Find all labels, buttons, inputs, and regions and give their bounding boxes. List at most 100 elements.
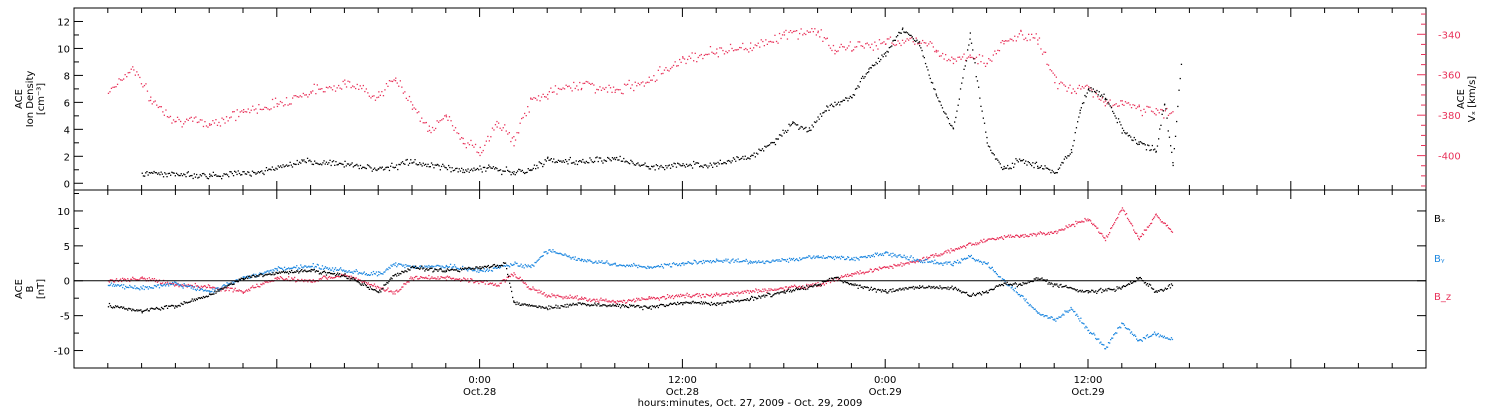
data-point [882, 266, 885, 268]
data-point [730, 162, 732, 164]
data-point [494, 266, 497, 269]
data-point [562, 305, 564, 308]
data-point [1169, 287, 1172, 289]
data-point [1150, 335, 1153, 337]
data-point [262, 275, 264, 278]
data-point [116, 83, 119, 85]
data-point [802, 257, 804, 259]
data-point [722, 261, 724, 263]
data-point [728, 261, 730, 263]
data-point [1081, 102, 1084, 105]
data-point [239, 290, 241, 292]
data-point [769, 289, 771, 292]
data-point [519, 265, 521, 267]
data-point [269, 273, 271, 275]
data-point [932, 260, 934, 263]
data-point [1113, 223, 1115, 225]
data-point [591, 161, 593, 163]
data-point [413, 265, 415, 267]
data-point [612, 86, 615, 88]
data-point [511, 274, 513, 276]
data-point [883, 252, 886, 254]
data-point [939, 262, 941, 265]
data-point [428, 125, 430, 127]
data-point [1162, 336, 1164, 339]
data-point [1098, 338, 1100, 340]
data-point [340, 276, 342, 278]
data-point [764, 262, 766, 265]
data-point [436, 264, 438, 267]
data-point [979, 241, 981, 244]
data-point [1100, 341, 1102, 343]
data-point [648, 306, 650, 308]
data-point [393, 79, 395, 81]
data-point [891, 291, 893, 293]
data-point [496, 126, 498, 128]
data-point [679, 164, 681, 166]
data-point [132, 287, 134, 289]
data-point [499, 127, 501, 129]
data-point [259, 108, 261, 110]
data-point [381, 166, 383, 168]
data-point [780, 37, 782, 40]
data-point [826, 280, 828, 282]
data-point [477, 280, 479, 283]
data-point [694, 260, 696, 262]
data-point [465, 267, 467, 269]
data-point [399, 80, 401, 82]
data-point [938, 254, 940, 256]
data-point [981, 240, 983, 242]
data-point [1137, 235, 1139, 237]
data-point [687, 261, 689, 263]
data-point [229, 287, 231, 289]
data-point [496, 264, 499, 266]
data-point [1152, 288, 1155, 290]
data-point [811, 284, 813, 286]
data-point [1010, 287, 1012, 289]
data-point [901, 288, 903, 291]
data-point [1040, 314, 1042, 316]
data-point [634, 264, 636, 266]
data-point [933, 88, 935, 90]
data-point [683, 294, 685, 297]
data-point [115, 86, 117, 88]
data-point [897, 263, 899, 266]
data-point [255, 108, 257, 110]
data-point [1075, 92, 1077, 95]
data-point [565, 306, 567, 308]
data-point [530, 305, 532, 307]
data-point [331, 161, 333, 163]
data-point [259, 286, 261, 288]
data-point [210, 123, 212, 126]
data-point [1019, 236, 1021, 238]
data-point [1138, 141, 1140, 143]
data-point [312, 263, 314, 265]
data-point [140, 277, 142, 279]
data-point [674, 163, 676, 165]
data-point [183, 283, 185, 285]
data-point [242, 277, 244, 280]
data-point [613, 301, 615, 303]
data-point [387, 282, 389, 284]
data-point [891, 45, 893, 47]
data-point [1058, 316, 1060, 318]
data-point [291, 166, 294, 168]
data-point [263, 272, 265, 274]
data-point [1138, 237, 1140, 240]
data-point [874, 64, 876, 66]
data-point [778, 293, 780, 295]
data-point [826, 257, 828, 259]
data-point [513, 263, 515, 265]
data-point [339, 273, 341, 275]
data-point [145, 286, 147, 289]
data-point [681, 295, 683, 297]
data-point [616, 156, 618, 159]
data-point [873, 287, 875, 290]
data-point [522, 116, 524, 119]
data-point [413, 267, 415, 269]
data-point [609, 159, 611, 161]
data-point [183, 301, 185, 303]
data-point [662, 72, 664, 75]
data-point [603, 299, 605, 301]
data-point [547, 308, 549, 311]
